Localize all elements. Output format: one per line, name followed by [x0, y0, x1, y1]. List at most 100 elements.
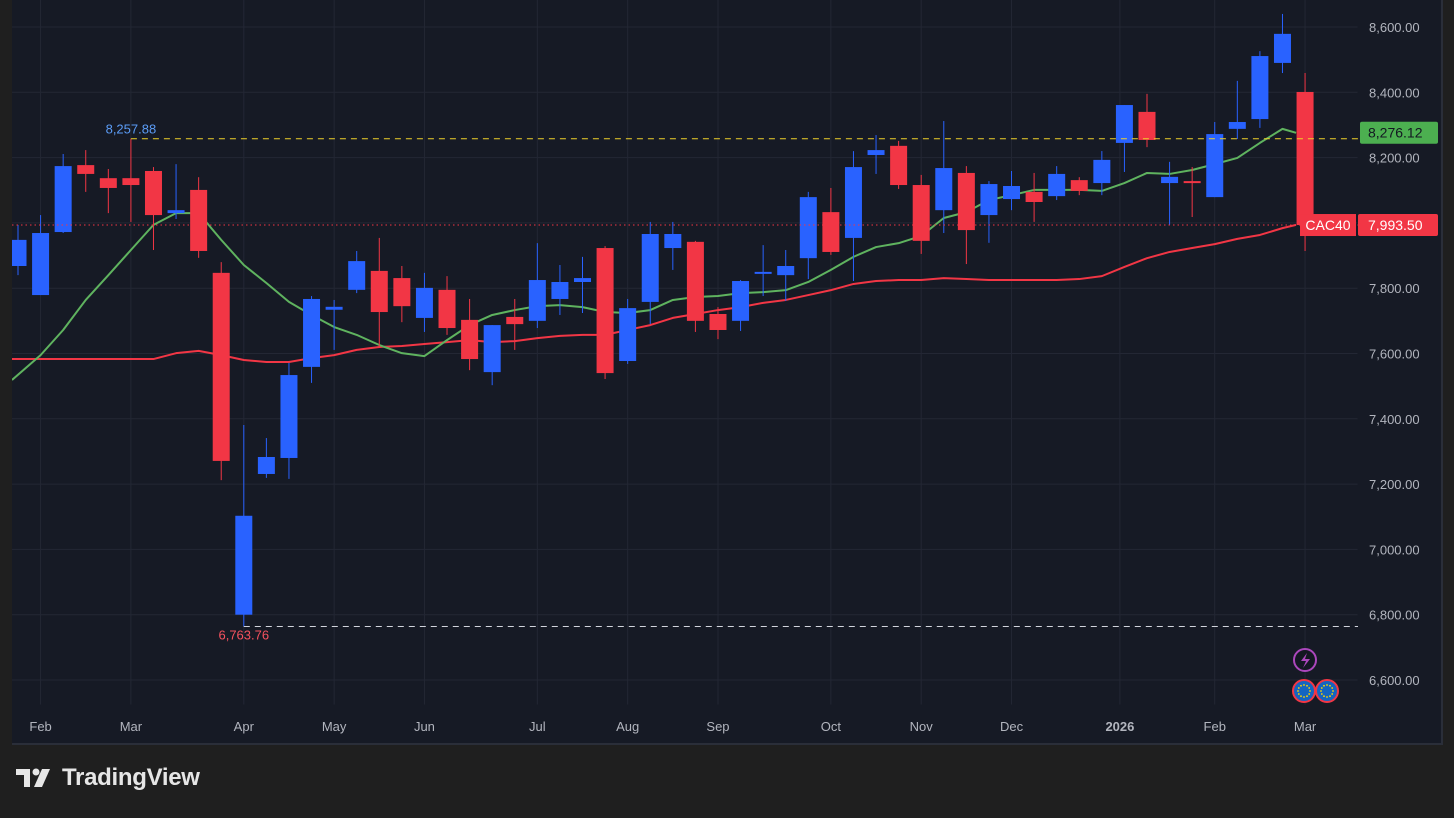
eu-star: [1326, 696, 1328, 698]
candle: [1206, 122, 1224, 198]
moving-average-slow-line: [12, 223, 1297, 363]
candle-body: [1228, 122, 1246, 129]
candle: [393, 265, 411, 323]
candle-body: [596, 248, 614, 374]
candlestick-chart[interactable]: 8,257.88 6,763.76 8,600.00 8,400.00 8,200.00…: [12, 0, 1441, 743]
candle: [99, 169, 117, 214]
candle-body: [370, 270, 388, 313]
candle-body: [641, 234, 659, 302]
eu-star: [1306, 684, 1308, 687]
eu-flag-circle: [1315, 679, 1339, 703]
eu-star: [1308, 693, 1311, 695]
candle-body: [461, 319, 479, 360]
candle-body: [99, 178, 117, 188]
candle-body: [1206, 134, 1224, 198]
time-axis-tick: Feb: [29, 719, 51, 734]
time-axis-tick: Aug: [616, 719, 639, 734]
eu-star: [1320, 690, 1322, 692]
candle-body: [1115, 105, 1133, 143]
price-axis-tick: 6,600.00: [1369, 673, 1420, 688]
eu-star: [1320, 693, 1323, 695]
lightning-bolt: [1301, 653, 1310, 668]
time-axis-tick: Dec: [1000, 719, 1024, 734]
candle: [144, 167, 162, 250]
candle-body: [1048, 173, 1066, 197]
candle: [506, 298, 524, 350]
candle: [1161, 161, 1179, 225]
price-axis-tick: 7,200.00: [1369, 477, 1420, 492]
candle-body: [867, 150, 885, 155]
candle-body: [1138, 111, 1156, 140]
candle: [980, 181, 998, 243]
candle: [1273, 13, 1291, 74]
price-axis-tick: 7,400.00: [1369, 412, 1420, 427]
candle: [619, 298, 637, 364]
ma-value-badge: [1360, 121, 1438, 144]
candle: [551, 265, 569, 315]
candle: [167, 164, 185, 219]
chart-panel[interactable]: 8,257.88 6,763.76 8,600.00 8,400.00 8,200.00…: [12, 0, 1443, 745]
candle-body: [754, 271, 772, 274]
eu-star: [1300, 695, 1302, 698]
candle-body: [415, 287, 433, 318]
time-axis-tick: Oct: [821, 719, 842, 734]
eu-star: [1326, 684, 1328, 686]
candle-body: [1296, 91, 1314, 226]
eu-star: [1306, 695, 1308, 698]
candle-body: [122, 178, 140, 186]
candle-body: [619, 308, 637, 362]
candle-body: [393, 278, 411, 307]
eu-flag-event-icon: [1292, 679, 1316, 703]
candle-body: [912, 185, 930, 241]
candle-body: [957, 172, 975, 231]
candle: [957, 166, 975, 265]
last-price-badge: [1358, 214, 1438, 237]
symbol-badge: [1300, 214, 1356, 237]
candle-body: [212, 272, 230, 461]
candle: [235, 425, 253, 627]
price-axis-tick: 8,200.00: [1369, 151, 1420, 166]
candle-body: [528, 280, 546, 321]
candle: [912, 174, 930, 254]
candle: [528, 243, 546, 329]
candle: [844, 151, 862, 282]
eu-star: [1323, 695, 1325, 698]
candle-body: [280, 375, 298, 458]
tradingview-logo[interactable]: TradingView: [16, 764, 200, 792]
candle: [1183, 167, 1201, 218]
candle: [574, 256, 591, 314]
candle: [190, 177, 208, 258]
candle-body: [980, 184, 998, 216]
time-axis-tick: Mar: [1294, 719, 1317, 734]
symbol-label: CAC40: [1305, 217, 1350, 233]
candle-body: [1093, 159, 1111, 184]
candle-body: [483, 325, 501, 373]
candle-body: [190, 189, 208, 251]
time-axis-tick: Jun: [414, 719, 435, 734]
candle: [867, 135, 885, 174]
high-price-label: 8,257.88: [106, 122, 157, 137]
price-axis-tick: 6,800.00: [1369, 608, 1420, 623]
candle-body: [709, 313, 727, 330]
candle: [686, 240, 704, 332]
candle: [280, 362, 298, 479]
candle: [32, 215, 50, 296]
candle: [732, 280, 750, 331]
time-axis-tick: 2026: [1105, 719, 1134, 734]
candle: [54, 154, 72, 234]
candle-body: [732, 281, 750, 321]
candle-body: [777, 265, 795, 276]
price-axis-tick: 8,400.00: [1369, 85, 1420, 100]
candle: [303, 296, 321, 383]
candle: [777, 249, 795, 301]
candle: [325, 299, 343, 350]
candle: [1093, 151, 1111, 196]
time-axis-tick: Jul: [529, 719, 546, 734]
time-axis-tick: Sep: [706, 719, 729, 734]
candle: [935, 121, 953, 234]
candle: [1048, 166, 1066, 201]
eu-star: [1331, 693, 1334, 695]
candle: [12, 224, 27, 276]
eu-star: [1323, 684, 1325, 687]
candle: [370, 237, 388, 347]
